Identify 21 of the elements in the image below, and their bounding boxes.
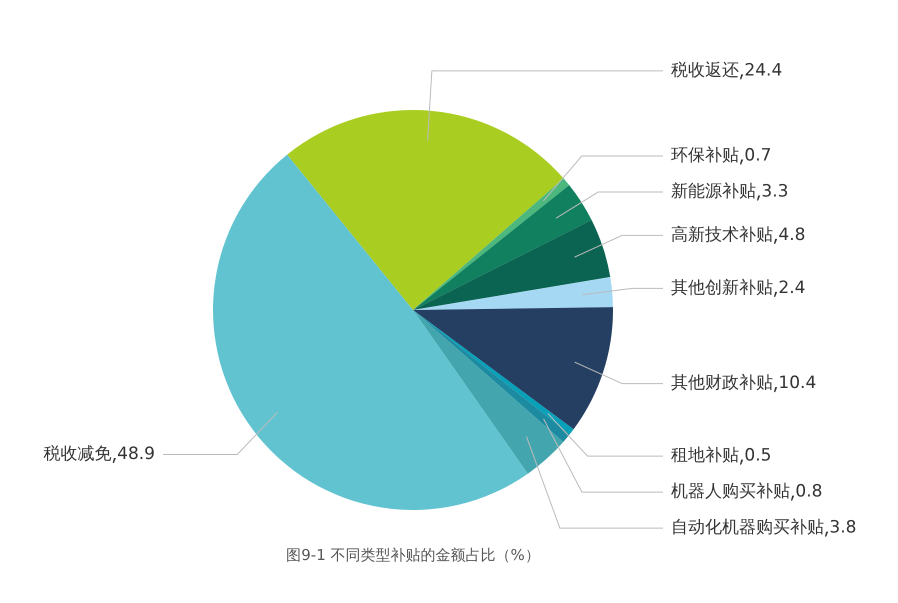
slice-label: 税收返还 [671, 60, 739, 80]
data-label: 10.4 [778, 373, 816, 394]
data-label: 0.7 [744, 145, 772, 166]
data-label: 3.8 [829, 518, 856, 538]
data-label: 4.8 [778, 224, 806, 245]
slice-label: 租地补贴 [671, 446, 739, 466]
slice-label: 其他创新补贴 [671, 278, 773, 298]
slice-label: 新能源补贴 [671, 181, 756, 202]
text: 图9-1 不同类型补贴的金额占比（%） [285, 546, 541, 565]
data-label: 0.8 [795, 482, 822, 502]
slice-label: 环保补贴 [671, 145, 739, 166]
slice-label: 机器人购买补贴 [671, 482, 790, 502]
data-label: 24.4 [744, 60, 782, 80]
slice-label: 税收减免 [44, 444, 112, 464]
slice-label: 其他财政补贴 [671, 373, 773, 394]
slice-label: 自动化机器购买补贴 [671, 518, 824, 538]
slice-label: 高新技术补贴 [671, 224, 773, 245]
data-label: 48.9 [117, 444, 156, 464]
data-label: 2.4 [778, 278, 806, 298]
data-label: 0.5 [744, 446, 772, 466]
data-label: 3.3 [761, 181, 788, 202]
